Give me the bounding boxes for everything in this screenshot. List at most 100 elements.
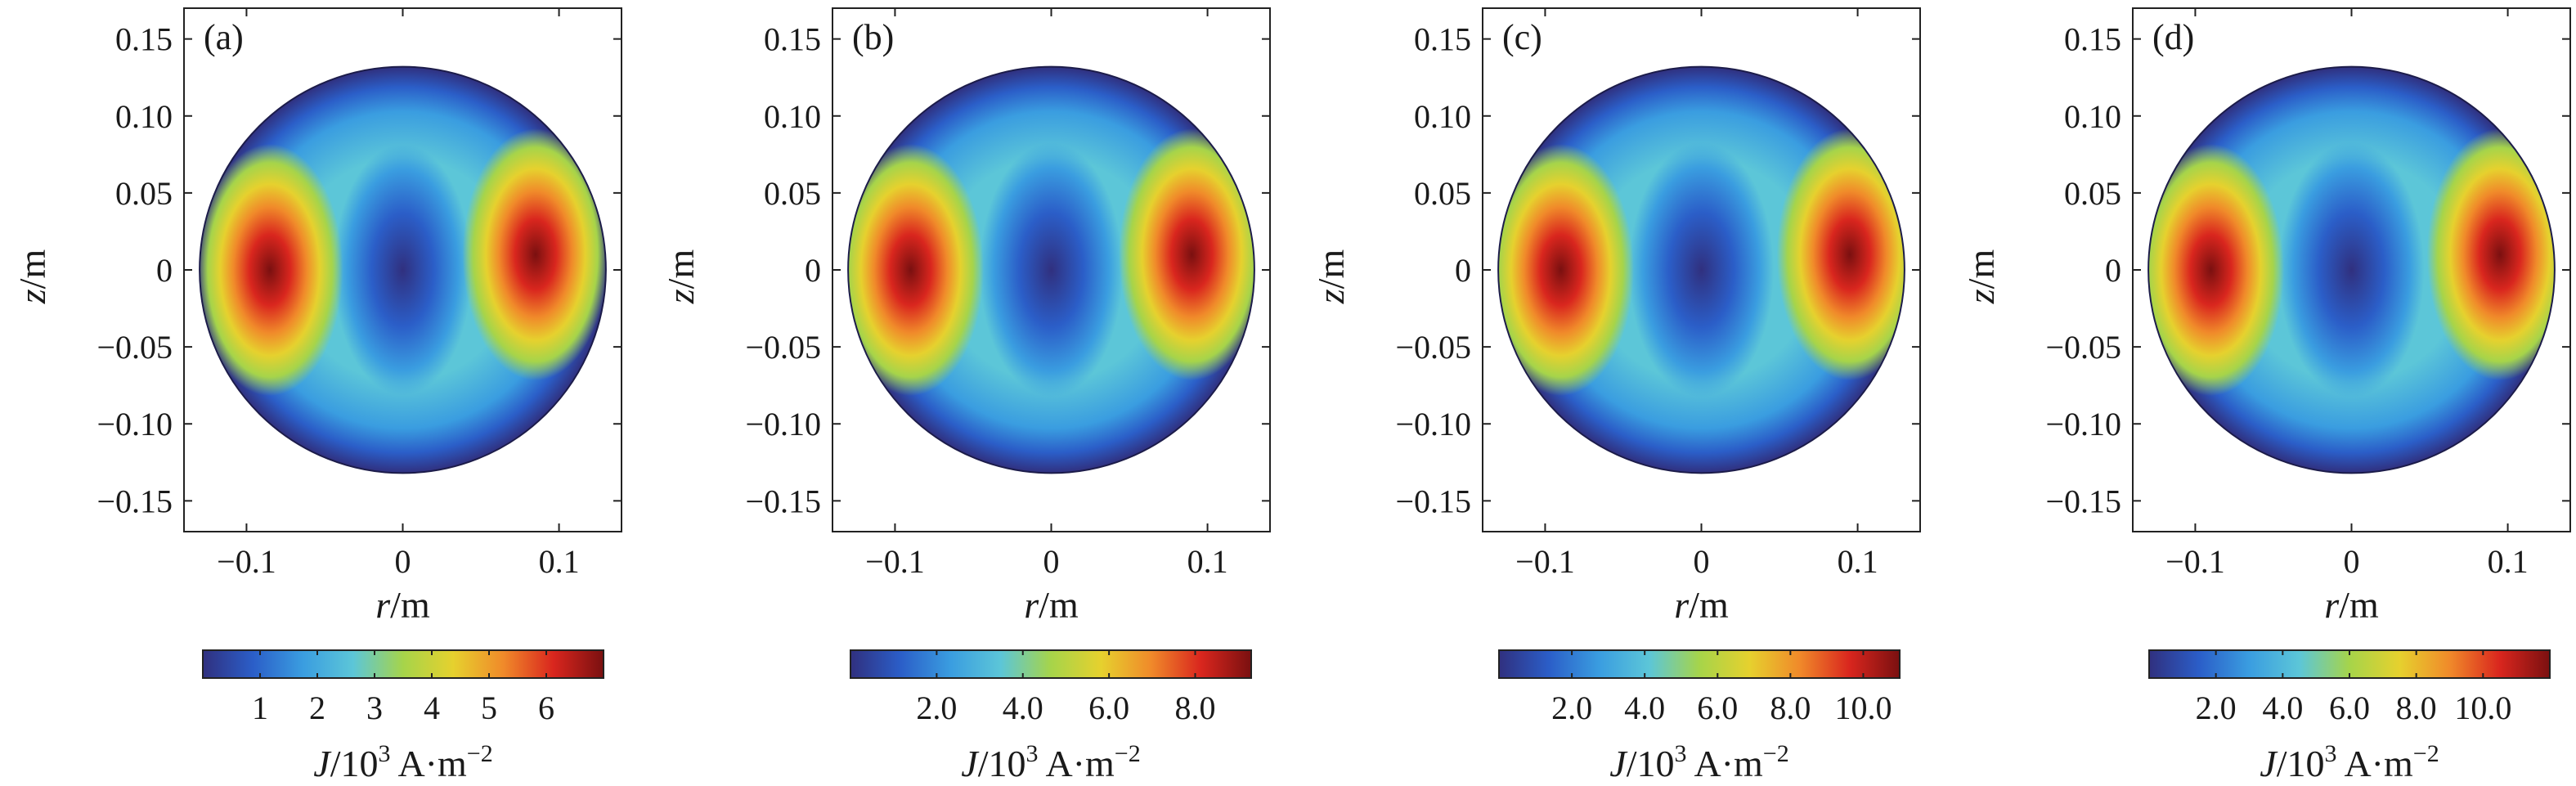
y-tick-label: 0.10 <box>764 98 821 135</box>
colorbar-tick-label: 2.0 <box>916 689 957 726</box>
y-tick-label: 0.15 <box>2064 21 2121 58</box>
y-tick-label: −0.15 <box>96 483 173 519</box>
colorbar-tick-label: 10.0 <box>2454 689 2511 726</box>
hotspot-right <box>462 128 606 381</box>
y-axis-label: z/m <box>11 249 53 305</box>
y-tick-label: 0 <box>805 252 821 289</box>
domain-outline <box>199 65 607 474</box>
x-tick-label: 0 <box>1694 543 1710 580</box>
x-tick-label: 0 <box>1043 543 1060 580</box>
current-density-field <box>200 66 606 474</box>
current-density-field <box>848 66 1254 474</box>
colorbar-tick-label: 2.0 <box>1551 689 1592 726</box>
colorbar: 2.0 4.0 6.0 8.0 J/103 A·m−2 <box>850 649 1252 784</box>
colorbar-tick-label: 8.0 <box>1175 689 1216 726</box>
x-tick-label: 0.1 <box>2488 543 2529 580</box>
colorbar-tick-label: 6.0 <box>2329 689 2370 726</box>
colorbar-tick-label: 1 <box>252 689 268 726</box>
colorbar-scale <box>850 649 1252 679</box>
y-tick-label: −0.05 <box>1395 329 1471 366</box>
colorbar-scale <box>202 649 604 679</box>
y-tick-label: 0 <box>2105 252 2121 289</box>
y-tick-label: 0.05 <box>115 175 173 212</box>
y-axis-label: z/m <box>660 249 702 305</box>
x-axis-label: r/m <box>1024 584 1079 626</box>
colorbar-tick-label: 2 <box>309 689 325 726</box>
x-axis-label: r/m <box>1674 584 1729 626</box>
hotspot-left <box>2148 143 2284 397</box>
current-density-field <box>2148 66 2555 474</box>
colorbar-tick-label: 2.0 <box>2196 689 2237 726</box>
colorbar-label: J/103 A·m−2 <box>2260 740 2439 784</box>
min-region <box>334 144 472 396</box>
y-tick-label: −0.10 <box>1395 406 1471 442</box>
y-tick-label: −0.05 <box>96 329 173 366</box>
colorbar-tick-label: 5 <box>481 689 497 726</box>
colorbar: 1 2 3 4 5 6 J/103 A·m−2 <box>202 649 604 784</box>
y-tick-label: 0.15 <box>115 21 173 58</box>
colorbar-tick-label: 6 <box>538 689 554 726</box>
y-tick-label: −0.05 <box>2045 329 2121 366</box>
colorbar-tick-label: 10.0 <box>1834 689 1892 726</box>
y-tick-label: −0.10 <box>96 406 173 442</box>
y-tick-label: 0 <box>1455 252 1471 289</box>
colorbar-tick-label: 4 <box>424 689 440 726</box>
hotspot-right <box>2426 128 2555 381</box>
panel-label: (d) <box>2152 17 2194 57</box>
y-tick-label: −0.05 <box>745 329 821 366</box>
x-axis-label: r/m <box>375 584 430 626</box>
y-tick-label: −0.15 <box>2045 483 2121 519</box>
y-tick-label: 0.05 <box>2064 175 2121 212</box>
y-tick-label: 0.15 <box>764 21 821 58</box>
panel-c: 0.150.100.050−0.05−0.10−0.15−0.1 0 0.1(c)r… <box>1310 7 1921 784</box>
colorbar-label: J/103 A·m−2 <box>313 740 492 784</box>
x-tick-label: 0.1 <box>539 543 580 580</box>
y-tick-label: 0.05 <box>764 175 821 212</box>
hotspot-left <box>1498 143 1634 397</box>
y-tick-label: −0.15 <box>1395 483 1471 519</box>
panel-label: (b) <box>852 17 894 57</box>
x-tick-label: 0 <box>395 543 411 580</box>
colorbar-tick-label: 8.0 <box>1770 689 1811 726</box>
x-tick-label: −0.1 <box>2165 543 2225 580</box>
colorbar-tick-label: 3 <box>366 689 383 726</box>
y-tick-label: 0.10 <box>115 98 173 135</box>
current-density-field <box>1498 66 1905 474</box>
colorbar-tick-label: 6.0 <box>1697 689 1738 726</box>
colorbar-tick-label: 4.0 <box>1003 689 1043 726</box>
domain-outline <box>2147 65 2556 474</box>
colorbar-tick-label: 4.0 <box>1624 689 1665 726</box>
colorbar-label: J/103 A·m−2 <box>961 740 1140 784</box>
min-region <box>979 142 1124 397</box>
colorbar: 2.0 4.0 6.0 8.0 10.0 J/103 A·m−2 <box>1498 649 1901 784</box>
colorbar-tick-label: 4.0 <box>2262 689 2303 726</box>
panel-label: (a) <box>204 17 244 57</box>
x-tick-label: −0.1 <box>217 543 276 580</box>
x-tick-label: 0 <box>2344 543 2360 580</box>
panel-label: (c) <box>1502 17 1542 57</box>
hotspot-left <box>200 143 343 397</box>
colorbar-scale <box>1498 649 1901 679</box>
y-axis-label: z/m <box>1960 249 2002 305</box>
x-tick-label: 0.1 <box>1838 543 1878 580</box>
y-tick-label: 0 <box>156 252 173 289</box>
y-tick-label: 0.15 <box>1414 21 1471 58</box>
hotspot-left <box>848 143 984 397</box>
y-tick-label: 0.10 <box>1414 98 1471 135</box>
x-tick-label: −0.1 <box>1515 543 1575 580</box>
colorbar-tick-label: 8.0 <box>2396 689 2437 726</box>
hotspot-right <box>1776 128 1905 381</box>
y-tick-label: −0.10 <box>2045 406 2121 442</box>
domain-outline <box>847 65 1255 474</box>
colorbar-tick-label: 6.0 <box>1088 689 1129 726</box>
y-tick-label: 0.05 <box>1414 175 1471 212</box>
y-tick-label: −0.10 <box>745 406 821 442</box>
panel-b: 0.150.100.050−0.05−0.10−0.15−0.1 0 0.1(b)r… <box>660 7 1271 784</box>
x-tick-label: 0.1 <box>1187 543 1228 580</box>
colorbar: 2.0 4.0 6.0 8.0 10.0 J/103 A·m−2 <box>2148 649 2551 784</box>
panel-d: 0.150.100.050−0.05−0.10−0.15−0.1 0 0.1(d)r… <box>1960 7 2571 784</box>
y-tick-label: −0.15 <box>745 483 821 519</box>
min-region <box>2278 141 2425 398</box>
x-axis-label: r/m <box>2324 584 2379 626</box>
